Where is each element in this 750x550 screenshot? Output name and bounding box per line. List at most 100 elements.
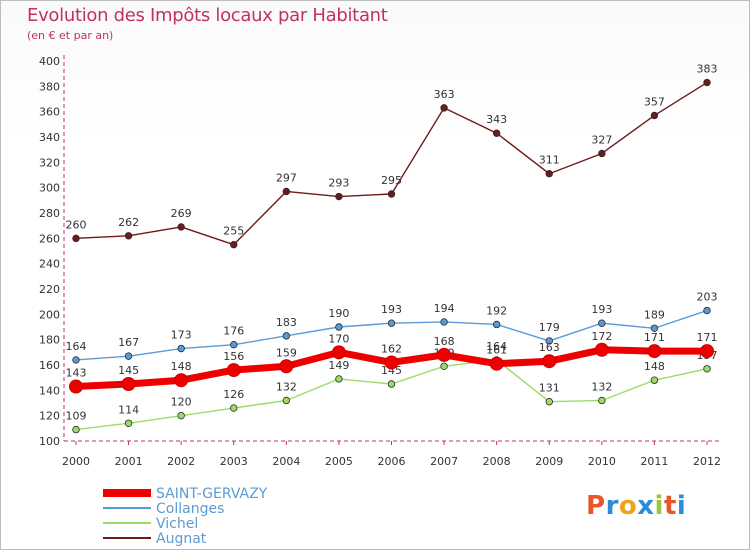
y-tick-label: 340 (39, 131, 60, 144)
data-label: 193 (591, 303, 612, 316)
x-tick-label: 2006 (378, 455, 406, 468)
data-label: 176 (223, 325, 244, 338)
data-point (647, 344, 662, 359)
data-label: 159 (276, 346, 297, 359)
x-tick-label: 2008 (483, 455, 511, 468)
data-point (703, 78, 711, 87)
data-label: 343 (486, 113, 507, 126)
logo-letter: r (605, 491, 619, 521)
data-label: 179 (539, 321, 560, 334)
data-label: 148 (644, 360, 665, 373)
data-label: 260 (66, 218, 87, 231)
data-label: 156 (223, 350, 244, 363)
x-tick-label: 2009 (535, 455, 563, 468)
data-label: 126 (223, 388, 244, 401)
data-label: 293 (328, 177, 349, 190)
data-point (492, 129, 501, 137)
data-point (124, 232, 133, 240)
x-tick-label: 2000 (62, 455, 90, 468)
data-point (177, 223, 185, 231)
data-label: 149 (328, 359, 349, 372)
data-point (230, 240, 238, 249)
data-label: 297 (276, 171, 297, 184)
y-tick-label: 200 (39, 308, 60, 321)
data-label: 163 (539, 341, 560, 354)
data-label: 131 (539, 382, 560, 395)
x-tick-label: 2011 (640, 455, 668, 468)
data-label: 120 (171, 396, 192, 409)
data-point (594, 342, 609, 357)
data-label: 148 (171, 360, 192, 373)
data-label: 145 (381, 364, 402, 377)
legend-label: Collanges (156, 501, 224, 517)
y-tick-label: 360 (39, 106, 60, 119)
y-tick-label: 320 (39, 156, 60, 169)
data-label: 363 (434, 88, 455, 101)
x-tick-label: 2007 (430, 455, 458, 468)
data-label: 255 (223, 225, 244, 238)
series-line (75, 81, 708, 246)
y-tick-label: 300 (39, 182, 60, 195)
data-point (437, 347, 452, 362)
y-tick-label: 240 (39, 258, 60, 271)
x-tick-label: 2012 (693, 455, 721, 468)
data-point (489, 356, 504, 371)
x-axis-ticks: 2000 2001 2002 2003 2004 2005 2006 2007 2008 2009… (62, 441, 721, 468)
data-label: 189 (644, 308, 665, 321)
data-label: 327 (591, 133, 612, 146)
data-label: 295 (381, 174, 402, 187)
data-point (598, 149, 606, 158)
legend-label: Augnat (156, 531, 207, 547)
data-point (598, 319, 606, 327)
data-label: 162 (381, 342, 402, 355)
data-point (542, 354, 557, 369)
data-label: 164 (66, 340, 87, 353)
data-label: 164 (486, 340, 507, 353)
data-label: 357 (644, 95, 665, 108)
data-point (72, 356, 80, 364)
data-label: 173 (171, 329, 192, 342)
data-point (177, 411, 185, 420)
data-label: 262 (118, 216, 139, 229)
data-label: 269 (171, 207, 192, 220)
x-tick-label: 2002 (167, 455, 195, 468)
data-point (650, 111, 659, 120)
data-point (72, 234, 80, 243)
data-point (650, 324, 659, 332)
data-label: 109 (66, 410, 87, 423)
data-point (387, 380, 396, 388)
x-tick-label: 2010 (588, 455, 616, 468)
logo-letter: o (618, 491, 638, 521)
data-label: 203 (697, 291, 718, 304)
data-point (335, 375, 343, 383)
logo-letter: x (637, 491, 655, 521)
x-tick-label: 2003 (220, 455, 248, 468)
proxiti-logo: Proxiti (586, 491, 686, 521)
data-label: 172 (591, 330, 612, 343)
logo-letter: t (663, 491, 677, 521)
data-label: 311 (539, 154, 560, 167)
data-point (335, 323, 343, 331)
logo-letter: i (676, 491, 687, 521)
data-label: 167 (118, 336, 139, 349)
data-point (598, 396, 606, 405)
data-label: 190 (328, 307, 349, 320)
data-point (282, 187, 291, 196)
series-group: 260 262 269 255 297 293 295 363 343 311 327 357 383 1… (66, 63, 718, 434)
y-tick-label: 220 (39, 283, 60, 296)
y-tick-label: 120 (39, 410, 60, 423)
data-label: 170 (328, 332, 349, 345)
chart-title: Evolution des Impôts locaux par Habitant (27, 5, 388, 26)
data-label: 192 (486, 304, 507, 317)
y-tick-label: 100 (39, 435, 60, 448)
data-point (124, 419, 133, 427)
series-augnat: 260 262 269 255 297 293 295 363 343 311 327 357 383 (66, 63, 718, 249)
data-point (124, 352, 133, 360)
data-label: 143 (66, 367, 87, 380)
data-point (387, 190, 396, 198)
y-tick-label: 180 (39, 334, 60, 347)
data-point (282, 396, 291, 405)
data-point (440, 318, 448, 326)
